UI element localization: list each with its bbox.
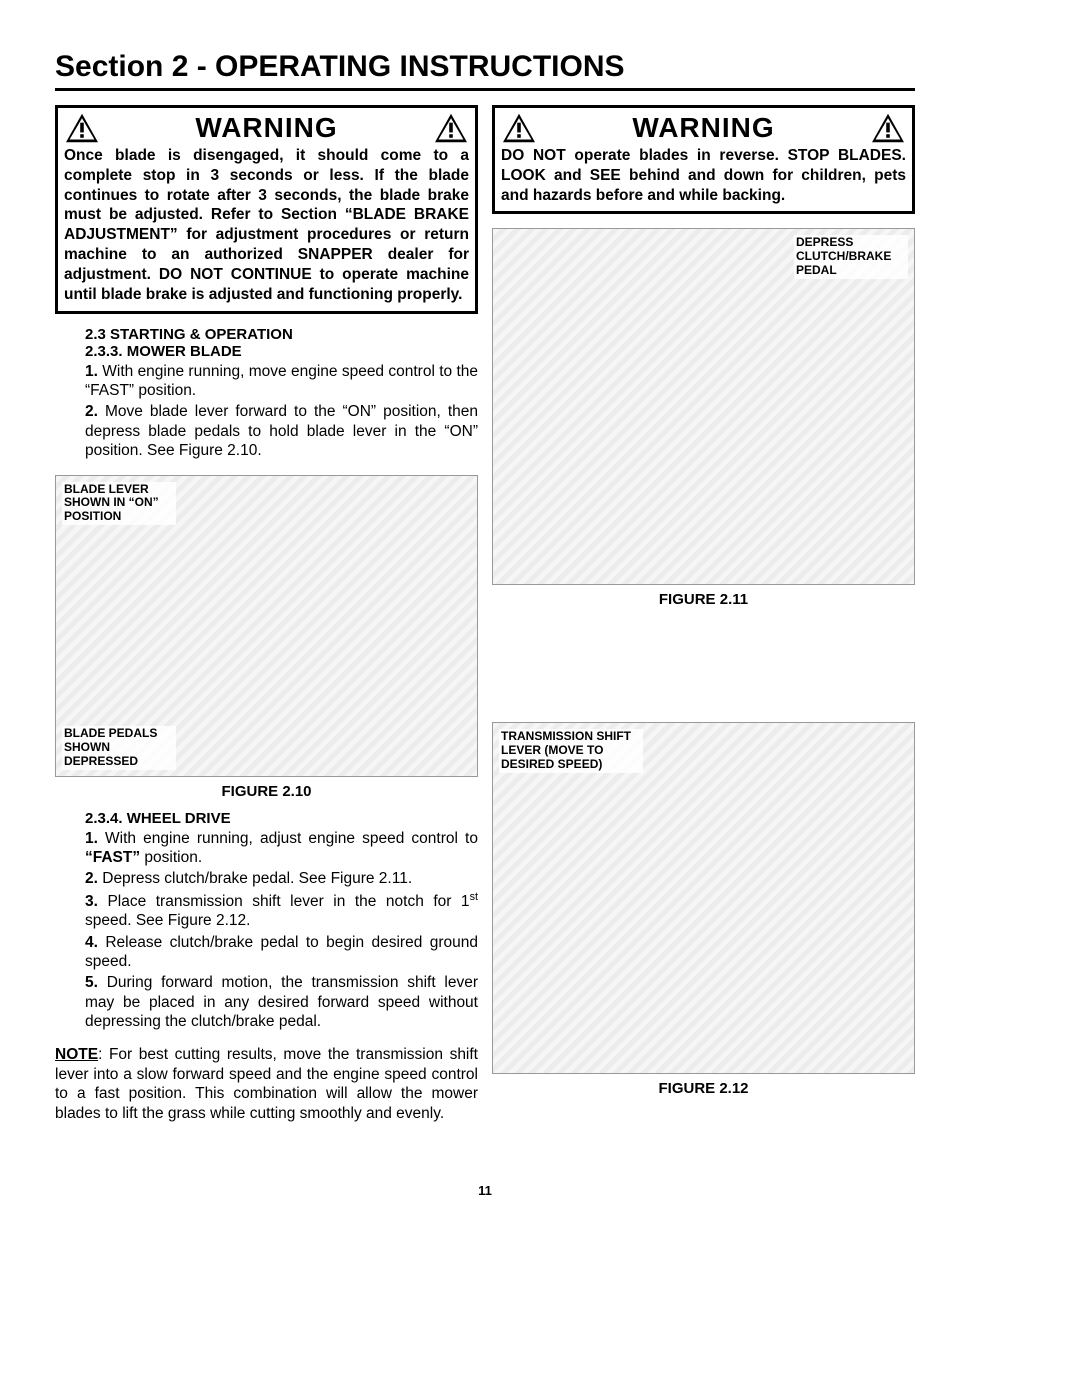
- item-number: 5.: [85, 974, 98, 991]
- heading-2-3-3: 2.3.3. MOWER BLADE: [85, 343, 478, 360]
- warning-text: Once blade is disengaged, it should come…: [64, 146, 469, 305]
- warning-triangle-icon: [64, 112, 100, 144]
- item-text: Depress clutch/brake pedal. See Figure 2…: [98, 870, 412, 887]
- figure-label-clutch-brake: DEPRESS CLUTCH/BRAKE PEDAL: [794, 235, 908, 278]
- figure-2-12-caption: FIGURE 2.12: [492, 1080, 915, 1097]
- page-title: Section 2 - OPERATING INSTRUCTIONS: [55, 50, 915, 91]
- para-2-3-4-5: 5. During forward motion, the transmissi…: [85, 973, 478, 1031]
- figure-label-blade-lever: BLADE LEVER SHOWN IN “ON” POSITION: [62, 482, 176, 525]
- superscript-st: st: [470, 891, 478, 903]
- para-2-3-4-2: 2. Depress clutch/brake pedal. See Figur…: [85, 869, 478, 888]
- figure-label-blade-pedals: BLADE PEDALS SHOWN DEPRESSED: [62, 726, 176, 769]
- figure-2-10: BLADE LEVER SHOWN IN “ON” POSITION BLADE…: [55, 475, 478, 800]
- item-text: With engine running, move engine speed c…: [85, 363, 478, 399]
- note-lead: NOTE: [55, 1046, 98, 1063]
- item-text: With engine running, adjust engine speed…: [98, 830, 478, 847]
- note-text: : For best cutting results, move the tra…: [55, 1046, 478, 1121]
- left-column: WARNING Once blade is disengaged, it sho…: [55, 105, 478, 1123]
- item-text: position.: [140, 849, 202, 866]
- warning-title: WARNING: [632, 112, 774, 144]
- two-column-layout: WARNING Once blade is disengaged, it sho…: [55, 105, 915, 1123]
- para-2-3-4-1: 1. With engine running, adjust engine sp…: [85, 829, 478, 868]
- warning-triangle-icon: [501, 112, 537, 144]
- warning-text: DO NOT operate blades in reverse. STOP B…: [501, 146, 906, 205]
- heading-2-3-4: 2.3.4. WHEEL DRIVE: [85, 810, 478, 827]
- item-text: During forward motion, the transmission …: [85, 974, 478, 1030]
- figure-2-10-caption: FIGURE 2.10: [55, 783, 478, 800]
- item-text: Release clutch/brake pedal to begin desi…: [85, 934, 478, 970]
- figure-2-11-caption: FIGURE 2.11: [492, 591, 915, 608]
- item-text: Place transmission shift lever in the no…: [98, 893, 470, 910]
- para-2-3-4-4: 4. Release clutch/brake pedal to begin d…: [85, 933, 478, 972]
- warning-triangle-icon: [433, 112, 469, 144]
- figure-label-transmission: TRANSMISSION SHIFT LEVER (MOVE TO DESIRE…: [499, 729, 643, 772]
- item-text: Move blade lever forward to the “ON” pos…: [85, 403, 478, 459]
- para-2-3-3-2: 2. Move blade lever forward to the “ON” …: [85, 402, 478, 460]
- item-number: 2.: [85, 870, 98, 887]
- warning-box-left: WARNING Once blade is disengaged, it sho…: [55, 105, 478, 314]
- figure-2-12-image: TRANSMISSION SHIFT LEVER (MOVE TO DESIRE…: [492, 722, 915, 1074]
- item-number: 3.: [85, 893, 98, 910]
- item-text: speed. See Figure 2.12.: [85, 912, 250, 929]
- para-2-3-3-1: 1. With engine running, move engine spee…: [85, 362, 478, 401]
- item-number: 1.: [85, 830, 98, 847]
- item-number: 4.: [85, 934, 98, 951]
- warning-header: WARNING: [64, 112, 469, 144]
- right-column: WARNING DO NOT operate blades in reverse…: [492, 105, 915, 1123]
- warning-header: WARNING: [501, 112, 906, 144]
- item-number: 2.: [85, 403, 98, 420]
- warning-title: WARNING: [195, 112, 337, 144]
- heading-2-3: 2.3 STARTING & OPERATION: [85, 326, 478, 343]
- figure-2-12: TRANSMISSION SHIFT LEVER (MOVE TO DESIRE…: [492, 722, 915, 1097]
- warning-triangle-icon: [870, 112, 906, 144]
- figure-2-10-image: BLADE LEVER SHOWN IN “ON” POSITION BLADE…: [55, 475, 478, 777]
- figure-2-11: DEPRESS CLUTCH/BRAKE PEDAL FIGURE 2.11: [492, 228, 915, 608]
- bold-fast: “FAST”: [85, 849, 140, 866]
- page-number: 11: [55, 1183, 915, 1198]
- figure-2-11-image: DEPRESS CLUTCH/BRAKE PEDAL: [492, 228, 915, 585]
- note-paragraph: NOTE: For best cutting results, move the…: [55, 1045, 478, 1123]
- para-2-3-4-3: 3. Place transmission shift lever in the…: [85, 891, 478, 931]
- item-number: 1.: [85, 363, 98, 380]
- spacer: [492, 618, 915, 708]
- warning-box-right: WARNING DO NOT operate blades in reverse…: [492, 105, 915, 214]
